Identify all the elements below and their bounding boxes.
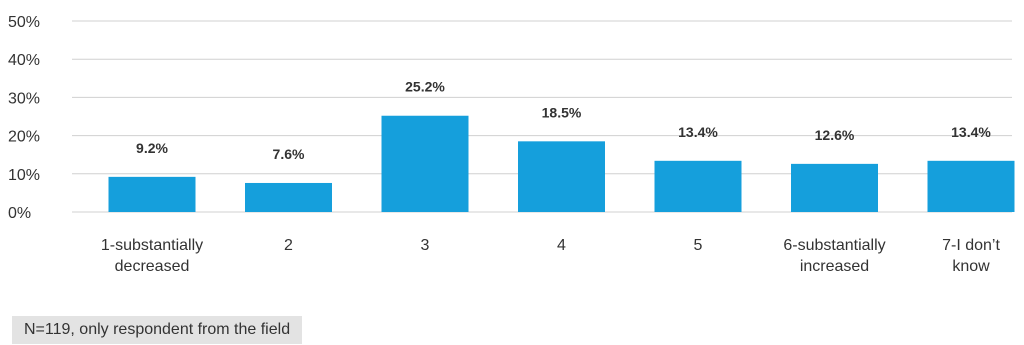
y-tick-label: 20% bbox=[8, 129, 40, 146]
bar bbox=[518, 141, 605, 212]
y-tick-label: 50% bbox=[8, 14, 40, 31]
x-tick-label: 2 bbox=[284, 237, 293, 254]
y-axis-tick-labels: 0% 10% 20% 30% 40% 50% bbox=[8, 14, 40, 222]
bar bbox=[654, 160, 742, 212]
y-tick-label: 30% bbox=[8, 90, 40, 107]
data-label: 13.4% bbox=[678, 124, 718, 140]
y-tick-label: 0% bbox=[8, 205, 31, 222]
x-tick-label: 5 bbox=[694, 237, 703, 254]
value-labels: 9.2% 7.6% 25.2% 18.5% 13.4% 12.6% 13.4% bbox=[136, 79, 991, 162]
x-tick-label: 3 bbox=[421, 237, 430, 254]
data-label: 9.2% bbox=[136, 140, 168, 156]
x-tick-label: increased bbox=[800, 258, 869, 275]
y-tick-label: 10% bbox=[8, 167, 40, 184]
y-tick-label: 40% bbox=[8, 52, 40, 69]
x-tick-label: know bbox=[952, 258, 990, 275]
x-tick-label: 6-substantially bbox=[783, 237, 885, 254]
x-tick-label: decreased bbox=[115, 258, 190, 275]
bar bbox=[381, 115, 469, 212]
data-label: 25.2% bbox=[405, 79, 445, 95]
data-label: 7.6% bbox=[273, 146, 305, 162]
data-label: 18.5% bbox=[542, 104, 582, 120]
bars bbox=[108, 115, 1015, 212]
bar bbox=[245, 182, 332, 212]
x-tick-label: 7-I don’t bbox=[942, 237, 1000, 254]
x-axis-category-labels: 1-substantially decreased 2 3 4 5 6-substantia… bbox=[101, 237, 1001, 275]
bar bbox=[108, 176, 196, 212]
data-label: 12.6% bbox=[815, 127, 855, 143]
x-tick-label: 4 bbox=[557, 237, 566, 254]
data-label: 13.4% bbox=[951, 124, 991, 140]
bar bbox=[927, 160, 1015, 212]
x-tick-label: 1-substantially bbox=[101, 237, 203, 254]
bar bbox=[791, 163, 878, 212]
bar-chart: 0% 10% 20% 30% 40% 50% 9.2% 7.6% 25.2% 18.5% 13.4… bbox=[8, 14, 1015, 275]
sample-footnote: N=119, only respondent from the field bbox=[12, 316, 303, 344]
